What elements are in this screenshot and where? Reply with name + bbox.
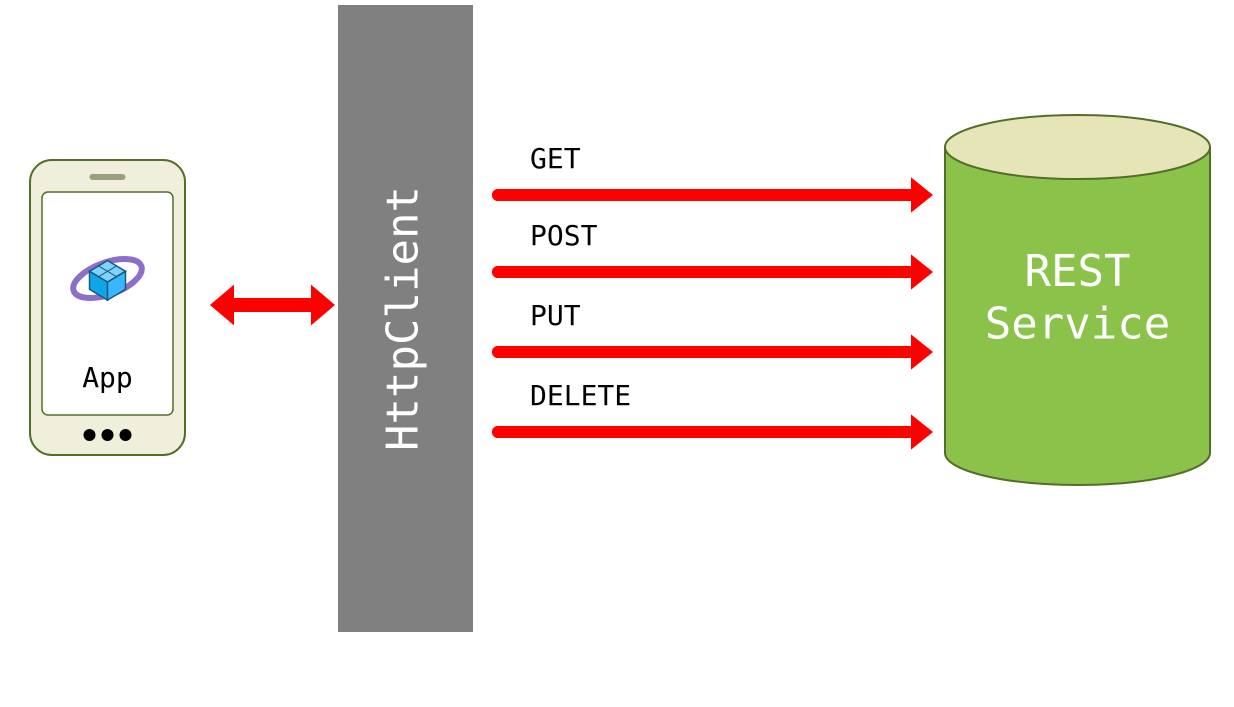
method-arrow-put: PUT <box>492 299 933 370</box>
method-arrow-get: GET <box>492 142 933 213</box>
httpclient-bar: HttpClient <box>338 5 473 632</box>
rest-service-label-2: Service <box>985 299 1170 350</box>
method-label-get: GET <box>530 142 581 175</box>
method-label-post: POST <box>530 219 598 252</box>
httpclient-bar-label: HttpClient <box>378 186 429 451</box>
phone-home-dot <box>102 429 114 441</box>
phone: App <box>30 160 185 455</box>
rest-service-cylinder: RESTService <box>945 115 1210 485</box>
method-arrow-delete: DELETE <box>492 379 933 450</box>
method-arrow-post: POST <box>492 219 933 290</box>
rest-service-label-1: REST <box>1025 246 1131 297</box>
phone-app-label-inscreen: App <box>82 361 133 394</box>
phone-home-dot <box>84 429 96 441</box>
method-label-delete: DELETE <box>530 379 631 412</box>
phone-home-dot <box>120 429 132 441</box>
method-label-put: PUT <box>530 299 581 332</box>
bidirectional-arrow <box>210 285 335 326</box>
